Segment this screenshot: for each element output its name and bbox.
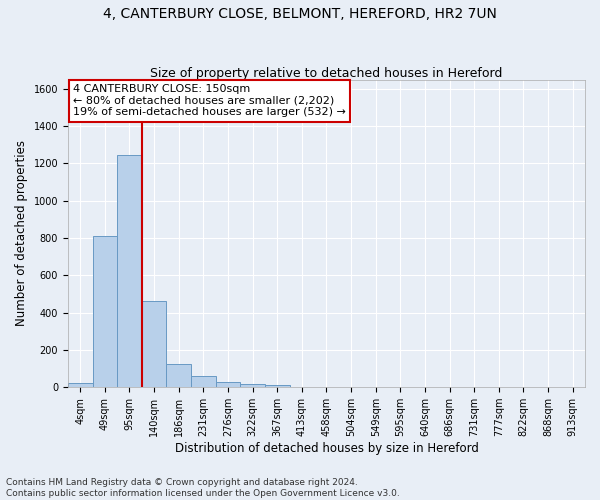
X-axis label: Distribution of detached houses by size in Hereford: Distribution of detached houses by size … (175, 442, 478, 455)
Bar (142, 302, 166, 387)
Y-axis label: Number of detached properties: Number of detached properties (15, 140, 28, 326)
Bar (117, 155, 142, 387)
Bar (92, 236, 117, 387)
Title: Size of property relative to detached houses in Hereford: Size of property relative to detached ho… (150, 66, 503, 80)
Bar (191, 376, 215, 387)
Text: 4, CANTERBURY CLOSE, BELMONT, HEREFORD, HR2 7UN: 4, CANTERBURY CLOSE, BELMONT, HEREFORD, … (103, 8, 497, 22)
Bar (265, 385, 290, 387)
Bar (68, 382, 92, 387)
Text: 4 CANTERBURY CLOSE: 150sqm
← 80% of detached houses are smaller (2,202)
19% of s: 4 CANTERBURY CLOSE: 150sqm ← 80% of deta… (73, 84, 346, 117)
Bar (215, 382, 240, 387)
Bar (166, 364, 191, 387)
Bar (240, 384, 265, 387)
Text: Contains HM Land Registry data © Crown copyright and database right 2024.
Contai: Contains HM Land Registry data © Crown c… (6, 478, 400, 498)
